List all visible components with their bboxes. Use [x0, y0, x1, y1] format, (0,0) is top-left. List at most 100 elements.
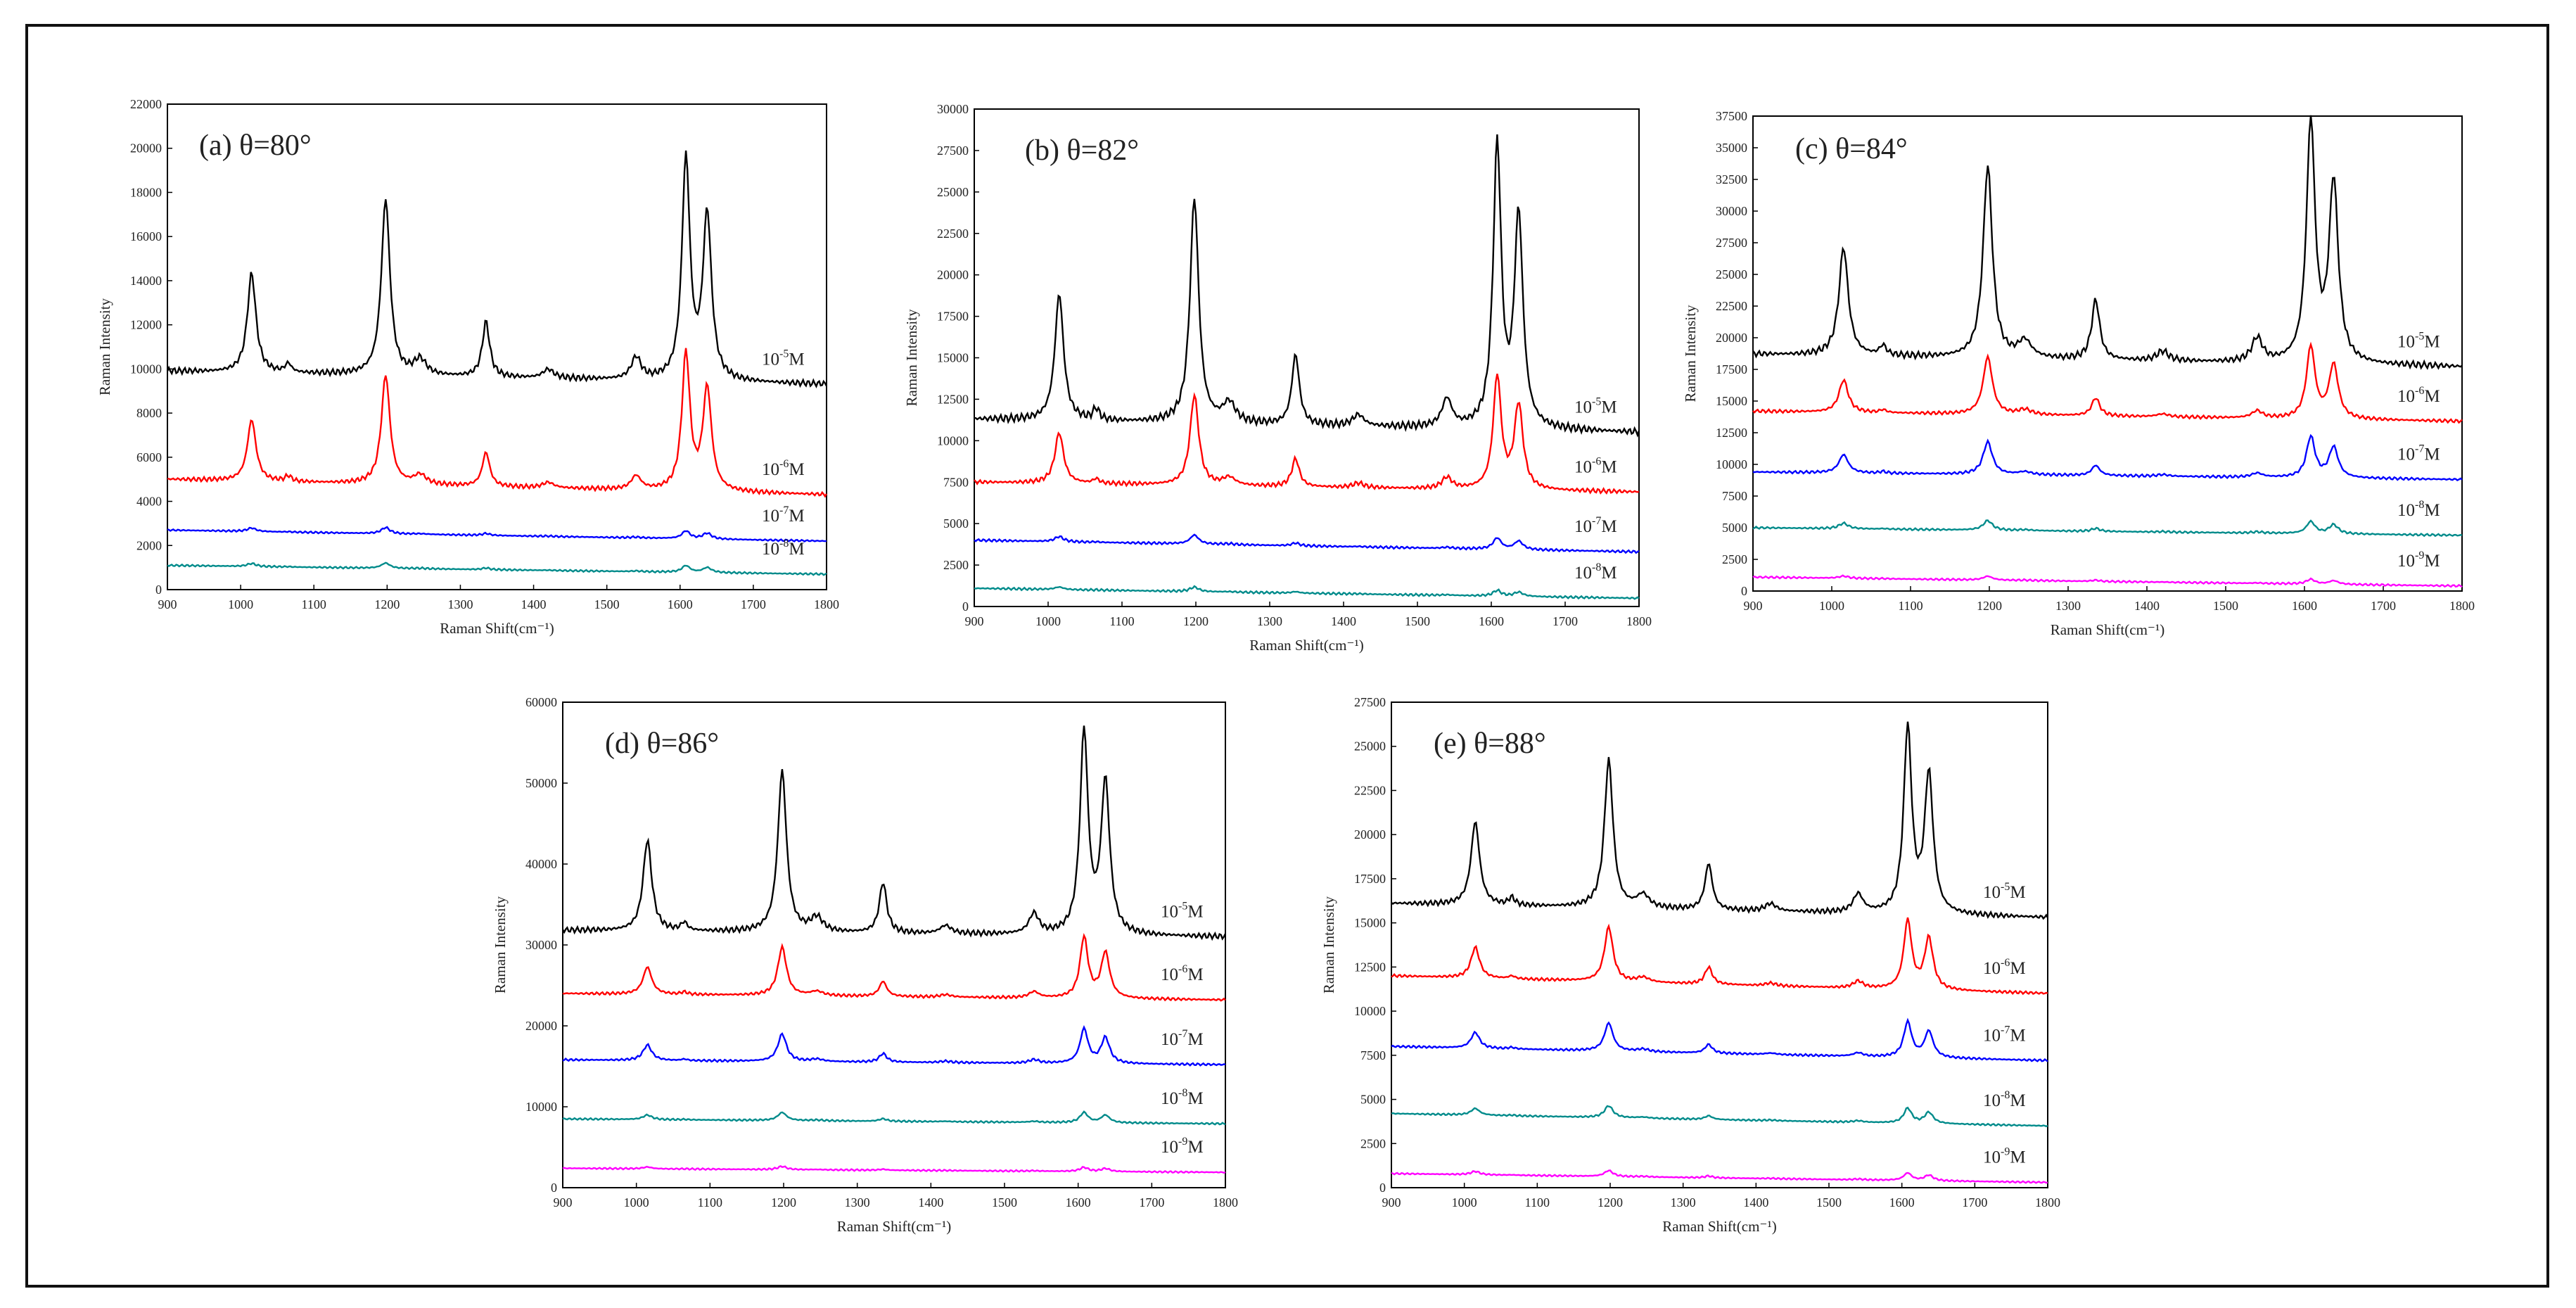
concentration-label: 10-5M: [762, 348, 805, 369]
concentration-exponent: -7: [779, 504, 789, 516]
y-tick-label: 27500: [1354, 695, 1386, 709]
series-line-1e-8: [974, 586, 1639, 599]
concentration-label: 10-7M: [1983, 1024, 2026, 1045]
x-tick-label: 1800: [1626, 614, 1652, 628]
x-tick-label: 1300: [447, 597, 473, 611]
x-tick-label: 1100: [1525, 1195, 1550, 1209]
series-line-1e-5: [974, 134, 1639, 435]
concentration-exponent: -7: [1592, 515, 1601, 527]
concentration-exponent: -6: [779, 458, 789, 470]
concentration-exponent: -6: [1178, 963, 1187, 975]
x-tick-label: 1400: [1743, 1195, 1768, 1209]
x-tick-label: 1600: [1889, 1195, 1915, 1209]
concentration-unit: M: [1187, 1089, 1203, 1108]
chart-panel-d: 900 1000 1100 1200 1300 1400 1500 1600 1700 18000…: [492, 695, 1238, 1235]
y-tick-label: 10000: [525, 1100, 557, 1114]
concentration-label: 10-8M: [1574, 561, 1617, 583]
concentration-label: 10-5M: [1574, 396, 1617, 417]
y-tick-label: 22000: [130, 97, 162, 111]
concentration-unit: M: [789, 540, 804, 559]
y-tick-label: 15000: [1716, 394, 1747, 408]
x-tick-label: 1400: [521, 597, 547, 611]
x-tick-label: 1400: [2134, 599, 2160, 613]
concentration-unit: M: [2010, 1026, 2025, 1045]
series-line-1e-8: [1391, 1106, 2048, 1126]
x-tick-label: 1100: [302, 597, 326, 611]
series-line-1e-8: [167, 563, 827, 575]
x-tick-label: 1600: [2292, 599, 2317, 613]
concentration-base: 10: [1161, 1089, 1178, 1108]
concentration-unit: M: [2424, 501, 2440, 520]
y-tick-label: 0: [1741, 584, 1747, 598]
series-line-1e-8: [1753, 521, 2462, 536]
y-tick-label: 6000: [136, 450, 162, 464]
y-tick-label: 16000: [130, 229, 162, 243]
x-tick-label: 1100: [1109, 614, 1134, 628]
y-tick-label: 2500: [1360, 1136, 1386, 1150]
concentration-exponent: -8: [2001, 1089, 2010, 1101]
concentration-base: 10: [2397, 445, 2415, 464]
x-tick-label: 1300: [2055, 599, 2081, 613]
concentration-unit: M: [1601, 564, 1617, 583]
plot-area-frame: [974, 109, 1639, 607]
y-tick-label: 50000: [525, 776, 557, 790]
concentration-label: 10-8M: [1983, 1089, 2026, 1110]
y-tick-label: 12500: [937, 392, 969, 406]
concentration-base: 10: [762, 350, 779, 369]
y-tick-label: 7500: [1360, 1048, 1386, 1062]
y-tick-label: 8000: [136, 406, 162, 420]
concentration-base: 10: [1574, 457, 1592, 476]
concentration-unit: M: [2424, 387, 2440, 406]
concentration-unit: M: [789, 350, 804, 369]
series-line-1e-7: [1753, 436, 2462, 481]
series-line-1e-9: [563, 1166, 1225, 1173]
concentration-exponent: -9: [2415, 550, 2424, 561]
concentration-unit: M: [2424, 332, 2440, 351]
x-tick-label: 1500: [1816, 1195, 1842, 1209]
y-tick-label: 10000: [130, 362, 162, 376]
x-tick-label: 1600: [1479, 614, 1504, 628]
concentration-label: 10-6M: [1161, 963, 1204, 984]
chart-panel-c: 900 1000 1100 1200 1300 1400 1500 1600 1700 18000…: [1682, 109, 2475, 638]
y-tick-label: 12500: [1716, 426, 1747, 440]
x-tick-label: 1800: [2449, 599, 2475, 613]
y-axis-label: Raman Intensity: [492, 896, 509, 993]
concentration-base: 10: [762, 460, 779, 479]
x-tick-label: 1500: [1405, 614, 1430, 628]
y-tick-label: 15000: [1354, 916, 1386, 930]
concentration-exponent: -8: [2415, 499, 2424, 511]
x-tick-label: 900: [965, 614, 984, 628]
x-tick-label: 900: [1744, 599, 1763, 613]
chart-panel-e: 900 1000 1100 1200 1300 1400 1500 1600 1700 1800 0…: [1320, 695, 2060, 1235]
concentration-exponent: -5: [2415, 330, 2424, 342]
concentration-base: 10: [1983, 1026, 2001, 1045]
x-axis-label: Raman Shift(cm⁻¹): [1662, 1218, 1777, 1235]
y-tick-label: 2500: [1722, 552, 1747, 566]
y-tick-label: 32500: [1716, 172, 1747, 186]
x-tick-label: 1800: [2035, 1195, 2060, 1209]
x-tick-label: 1400: [918, 1195, 943, 1209]
x-tick-label: 1100: [698, 1195, 722, 1209]
x-tick-label: 1000: [1035, 614, 1061, 628]
concentration-unit: M: [2010, 1091, 2025, 1110]
plot-area-frame: [563, 702, 1225, 1188]
y-tick-label: 20000: [1354, 827, 1386, 842]
x-tick-label: 1800: [1213, 1195, 1238, 1209]
concentration-base: 10: [1161, 1030, 1178, 1049]
concentration-unit: M: [1601, 457, 1617, 476]
x-tick-label: 1500: [2213, 599, 2238, 613]
concentration-exponent: -8: [1592, 561, 1601, 573]
y-tick-label: 20000: [525, 1019, 557, 1033]
y-tick-label: 0: [1379, 1181, 1386, 1195]
y-tick-label: 20000: [937, 268, 969, 282]
y-axis-label: Raman Intensity: [96, 298, 113, 395]
x-tick-label: 1500: [992, 1195, 1017, 1209]
y-tick-label: 17500: [937, 310, 969, 324]
series-line-1e-6: [563, 936, 1225, 1001]
concentration-base: 10: [762, 540, 779, 559]
concentration-label: 10-7M: [1161, 1028, 1204, 1049]
chart-panel-a: 900 1000 1100 1200 1300 1400 1500 1600 1700 18000…: [96, 97, 839, 637]
concentration-base: 10: [1983, 883, 2001, 902]
y-tick-label: 15000: [937, 351, 969, 365]
concentration-label: 10-5M: [1161, 901, 1204, 922]
